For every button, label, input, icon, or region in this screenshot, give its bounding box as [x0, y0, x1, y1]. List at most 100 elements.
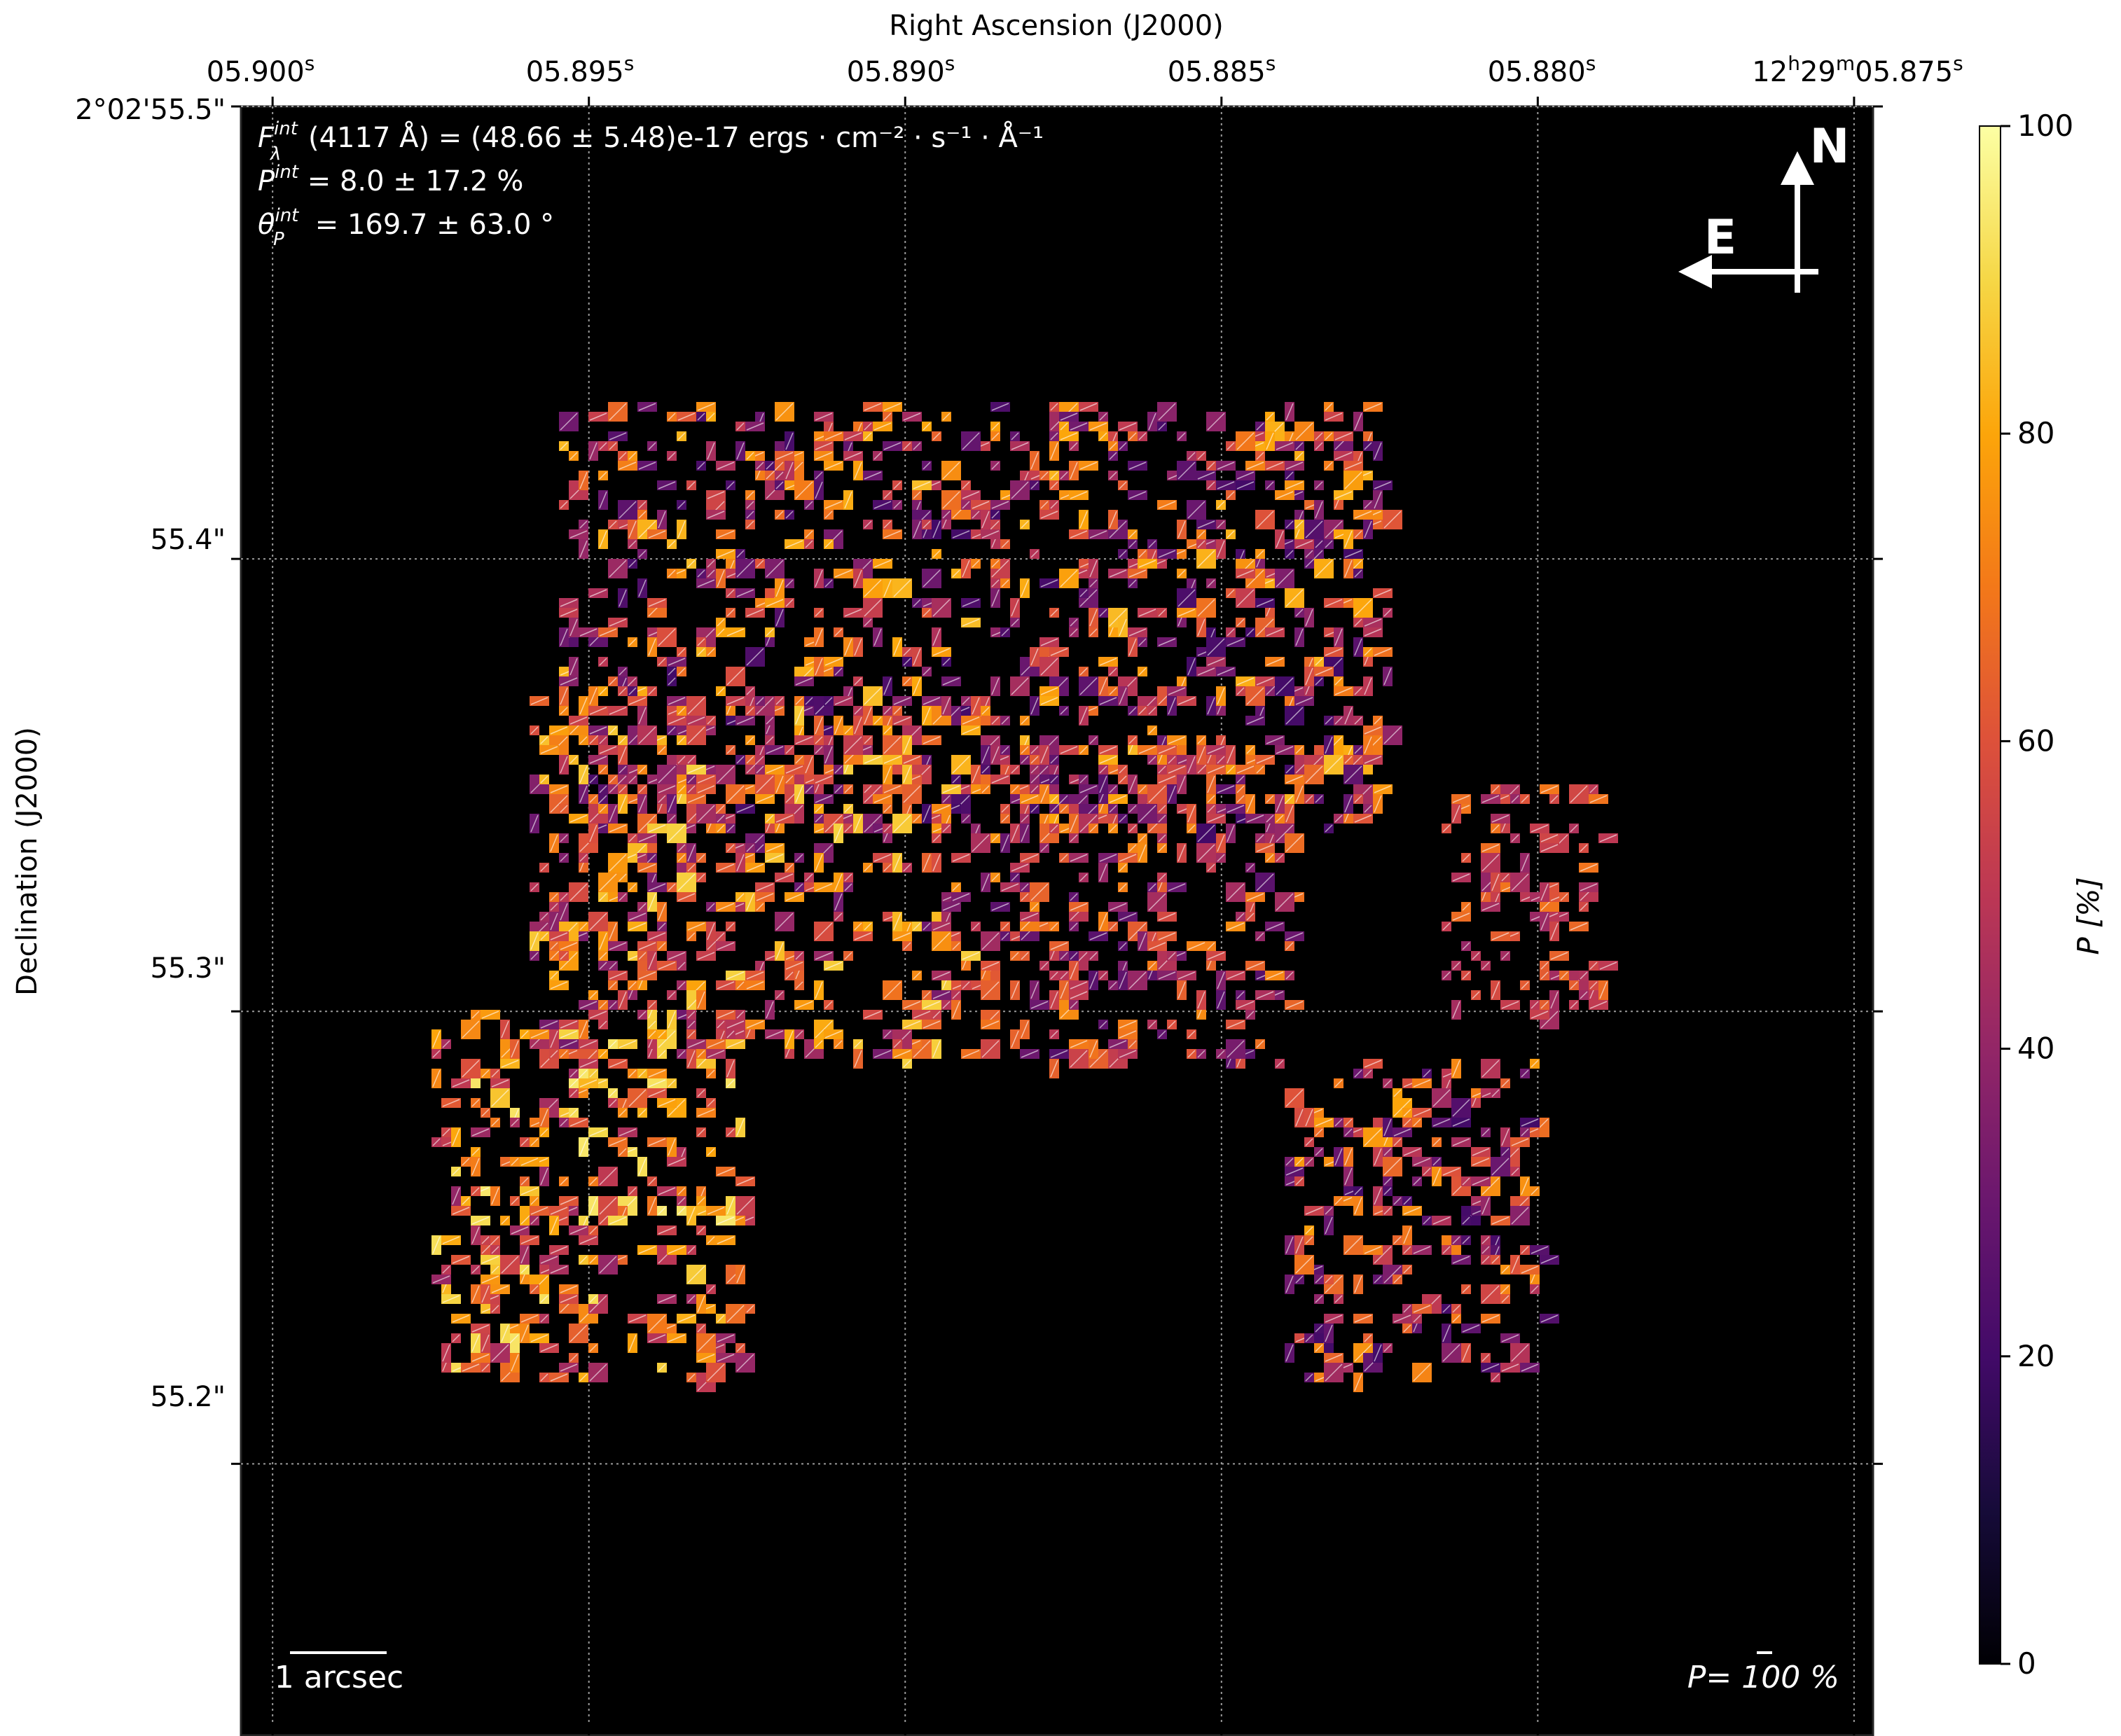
plot-area	[240, 105, 1874, 1736]
polarization-vector	[560, 677, 578, 686]
vector-scale-label: P= 100 %	[1687, 1660, 1839, 1695]
polarization-vector	[638, 971, 656, 980]
polarization-vector	[1021, 893, 1029, 901]
polarization-vector	[883, 579, 892, 597]
polarization-vector	[1138, 667, 1147, 676]
polarization-vector	[932, 599, 951, 617]
polarization-vector	[1276, 893, 1294, 911]
colorbar-tick-label: 0	[2017, 1646, 2036, 1681]
polarization-vector	[1070, 530, 1088, 539]
polarization-vector	[932, 922, 951, 931]
polarization-vector	[834, 785, 843, 793]
polarization-vector	[1305, 795, 1313, 803]
polarization-vector	[717, 618, 725, 627]
polarization-vector	[1128, 628, 1147, 637]
polarization-vector	[1021, 520, 1029, 529]
polarization-vector	[687, 863, 696, 872]
polarization-vector	[609, 1001, 617, 1009]
polarization-vector	[893, 579, 911, 597]
polarization-vector	[962, 697, 970, 705]
polarization-vector	[658, 658, 666, 666]
polarization-vector	[619, 785, 627, 793]
polarization-vector	[1109, 785, 1117, 793]
polarization-vector	[923, 736, 941, 744]
polarization-vector	[1285, 481, 1304, 489]
polarization-vector	[609, 805, 617, 823]
polarization-vector	[717, 824, 725, 833]
polarization-vector	[1197, 844, 1215, 862]
polarization-vector	[815, 883, 833, 891]
polarization-vector	[638, 942, 656, 950]
polarization-vector	[1246, 687, 1264, 705]
polarization-vector	[658, 628, 676, 646]
polarization-vector	[873, 1050, 892, 1058]
polarization-vector	[991, 432, 1000, 440]
polarization-vector	[609, 403, 627, 421]
polarization-vector	[648, 442, 656, 450]
polarization-vector	[687, 697, 705, 715]
polarization-vector	[1119, 1020, 1137, 1029]
polarization-vector	[726, 628, 745, 637]
polarization-vector	[962, 501, 970, 509]
polarization-vector	[1128, 432, 1137, 440]
polarization-vector	[648, 932, 666, 940]
polarization-vector	[1256, 511, 1274, 529]
polarization-vector	[1197, 599, 1215, 617]
polarization-vector	[530, 932, 539, 950]
polarization-vector	[1001, 814, 1009, 823]
polarization-vector	[1099, 912, 1107, 931]
polarization-vector	[697, 785, 715, 793]
polarization-vector	[834, 628, 843, 637]
polarization-vector	[717, 687, 725, 695]
polarization-vector	[1119, 550, 1127, 558]
polarization-vector	[1021, 716, 1029, 725]
polarization-vector	[1374, 442, 1382, 460]
polarization-vector	[932, 932, 951, 950]
polarization-vector	[589, 912, 607, 931]
polarization-vector	[1305, 550, 1313, 558]
polarization-vector	[1197, 667, 1215, 676]
polarization-vector	[707, 716, 715, 725]
polarization-vector	[658, 746, 666, 754]
polarization-vector	[864, 432, 872, 440]
polarization-vector	[687, 775, 696, 784]
polarization-vector	[775, 873, 794, 882]
polarization-vector	[1050, 1050, 1068, 1058]
polarization-vector	[589, 442, 597, 460]
polarization-vector	[668, 726, 676, 735]
polarization-vector	[540, 775, 548, 784]
polarization-vector	[1079, 707, 1088, 725]
polarization-vector	[1295, 422, 1313, 440]
scale-bar: 1 arcsec	[275, 1651, 403, 1695]
polarization-vector	[1197, 618, 1205, 637]
polarization-vector	[1227, 638, 1245, 646]
polarization-vector	[824, 540, 833, 548]
polarization-vector	[550, 932, 568, 940]
polarization-vector	[1119, 942, 1127, 950]
polarization-vector	[766, 765, 784, 774]
polarization-vector	[1070, 1040, 1088, 1048]
colorbar-tick-label: 40	[2017, 1032, 2054, 1066]
polarization-vector	[550, 942, 558, 950]
polarization-vector	[766, 1030, 784, 1039]
polarization-vector	[1236, 765, 1255, 774]
polarization-vector	[932, 971, 951, 980]
polarization-vector	[1207, 481, 1215, 489]
polarization-vector	[952, 530, 970, 539]
polarization-vector	[775, 991, 784, 999]
polarization-vector	[864, 785, 872, 793]
polarization-vector	[1325, 461, 1333, 470]
polarization-vector	[952, 893, 970, 901]
polarization-vector	[1364, 403, 1382, 411]
polarization-vector	[1177, 432, 1186, 440]
polarization-vector	[746, 520, 754, 529]
polarization-vector	[707, 903, 715, 911]
polarization-vector	[1207, 746, 1225, 754]
polarization-vector	[1344, 795, 1353, 813]
polarization-vector	[1246, 814, 1264, 823]
polarization-vector	[707, 442, 715, 460]
polarization-vector	[1197, 824, 1215, 842]
polarization-vector	[1070, 903, 1088, 911]
polarization-vector	[677, 873, 696, 891]
polarization-vector	[1344, 756, 1353, 764]
